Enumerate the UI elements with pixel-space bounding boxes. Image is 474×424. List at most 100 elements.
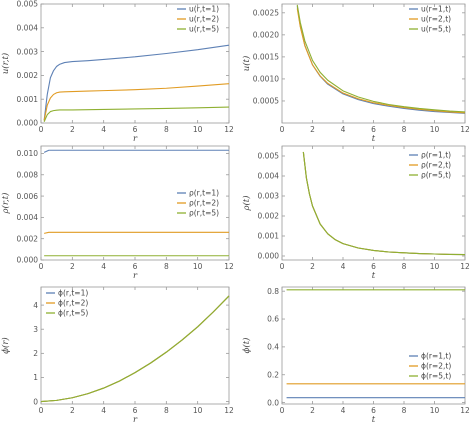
series-line-1 (43, 149, 229, 153)
x-axis-label: r (133, 271, 138, 281)
x-tick-label: 12 (224, 406, 234, 415)
y-tick-label: 0.0005 (253, 97, 279, 106)
y-tick-label: 0.0025 (253, 9, 279, 18)
x-tick-label: 4 (101, 125, 106, 134)
x-tick-label: 12 (460, 125, 470, 134)
legend-label: u(r,t=5) (189, 25, 219, 34)
y-tick-label: 0.8 (267, 287, 279, 296)
legend-label: ρ(r,t=1) (189, 189, 219, 198)
x-tick-label: 6 (133, 125, 138, 134)
y-tick-label: 0.006 (17, 192, 39, 201)
panel-phi-vs-t: 0 2 4 6 8 10 120.00.20.40.60.8tϕ(t)ϕ(r=1,t)ϕ(r… (241, 286, 470, 424)
x-tick-label: 10 (430, 406, 440, 415)
panel-rho-vs-t: 0 2 4 6 8 10 12 0.000 0.001 0.002 0.003 0.004 0.005 t… (241, 145, 470, 281)
y-tick-label: 0.005 (258, 152, 280, 161)
x-tick-label: 4 (341, 406, 346, 415)
y-tick-label: 0.001 (17, 95, 39, 104)
x-tick-label: 12 (224, 125, 234, 134)
y-tick-label: 0.000 (258, 252, 280, 261)
x-axis-label: r (133, 415, 138, 424)
y-tick-label: 0.004 (17, 213, 39, 222)
legend-label: ρ(r=2,t) (421, 161, 451, 170)
x-tick-label: 4 (101, 406, 106, 415)
y-tick-label: 0.003 (17, 47, 39, 56)
x-tick-label: 6 (133, 406, 138, 415)
y-axis-label: u(r,t) (0, 53, 11, 74)
legend-label: ρ(r=5,t) (421, 171, 451, 180)
legend: ϕ(r,t=1)ϕ(r,t=2)ϕ(r,t=5) (46, 289, 88, 318)
x-tick-label: 8 (402, 406, 407, 415)
legend-label: u(r,t=1) (189, 5, 219, 14)
y-axis-label: u(t) (241, 56, 252, 72)
y-tick-label: 0.008 (17, 170, 39, 179)
series-line-3 (40, 295, 230, 403)
x-tick-label: 0 (280, 262, 285, 271)
x-tick-label: 8 (402, 125, 407, 134)
series-line-3 (302, 151, 466, 256)
y-tick-label: 0.002 (258, 212, 280, 221)
x-tick-label: 2 (310, 262, 315, 271)
legend-label: ϕ(r=2,t) (421, 362, 451, 371)
x-tick-label: 8 (402, 262, 407, 271)
legend-label: u(r,t=2) (189, 15, 219, 24)
x-tick-label: 0 (39, 262, 44, 271)
x-tick-label: 4 (341, 262, 346, 271)
series-line-2 (43, 83, 230, 121)
x-tick-label: 6 (133, 262, 138, 271)
x-tick-label: 10 (430, 125, 440, 134)
legend: ρ(r,t=1)ρ(r,t=2)ρ(r,t=5) (177, 189, 219, 218)
y-tick-label: 0 (33, 397, 38, 406)
x-tick-label: 12 (224, 262, 234, 271)
y-tick-label: 0.002 (17, 71, 39, 80)
series-line-3 (43, 106, 230, 123)
x-tick-label: 0 (280, 406, 285, 415)
legend: ϕ(r=1,t)ϕ(r=2,t)ϕ(r=5,t) (409, 352, 451, 381)
x-tick-label: 4 (101, 262, 106, 271)
x-axis-label: t (372, 134, 376, 144)
x-tick-label: 2 (310, 406, 315, 415)
x-tick-label: 10 (193, 262, 203, 271)
legend-label: u(r=2,t) (421, 15, 451, 24)
legend-label: ϕ(r=5,t) (421, 372, 451, 381)
y-tick-label: 0.0015 (253, 53, 279, 62)
panel-u-vs-t: 0 2 4 6 8 10 12 0.0005 0.0010 0.0015 0.0020 0.0025 t… (241, 3, 470, 144)
y-axis-label: ϕ(t) (241, 338, 252, 354)
series-line-1 (43, 44, 230, 121)
x-tick-label: 2 (70, 406, 75, 415)
legend-label: ρ(r=1,t) (421, 151, 451, 160)
x-axis-label: t (372, 415, 376, 424)
x-tick-label: 10 (193, 125, 203, 134)
legend-label: ϕ(r,t=2) (58, 299, 88, 308)
x-tick-label: 2 (310, 125, 315, 134)
x-tick-label: 12 (460, 406, 470, 415)
y-tick-label: 0.4 (267, 343, 279, 352)
y-axis-label: ϕ(r) (0, 337, 11, 354)
y-tick-label: 0.000 (17, 256, 39, 265)
y-tick-label: 0.0010 (253, 75, 279, 84)
x-axis-label: t (372, 271, 376, 281)
y-tick-label: 0.001 (258, 232, 280, 241)
y-tick-label: 0.005 (17, 0, 39, 9)
panel-u-vs-r: 0 2 4 6 8 10 12 0.000 0.001 0.002 0.003 0.004 0.005 r… (0, 0, 234, 144)
plot-frame (281, 286, 466, 405)
x-tick-label: 2 (70, 125, 75, 134)
panel-phi-vs-r: 0 2 4 6 8 10 1201234rϕ(r)ϕ(r,t=1)ϕ(r,t=2)ϕ(r,t… (0, 286, 234, 424)
y-tick-label: 1 (33, 373, 38, 382)
x-tick-label: 0 (39, 406, 44, 415)
y-tick-label: 0.0020 (253, 31, 279, 40)
y-tick-label: 0.002 (17, 234, 39, 243)
x-tick-label: 8 (164, 125, 169, 134)
series-line-2 (44, 231, 229, 234)
y-tick-label: 0.000 (17, 119, 39, 128)
x-tick-label: 8 (164, 262, 169, 271)
panel-rho-vs-r: 0 2 4 6 8 10 12 0.000 0.002 0.004 0.006 0.008 0.010 r… (0, 145, 234, 281)
y-axis-label: ρ(r,t) (0, 193, 11, 215)
y-tick-label: 0.010 (17, 149, 39, 158)
x-tick-label: 12 (460, 262, 470, 271)
legend: ρ(r=1,t)ρ(r=2,t)ρ(r=5,t) (409, 151, 451, 180)
legend-label: ϕ(r=1,t) (421, 352, 451, 361)
x-tick-label: 6 (371, 406, 376, 415)
x-tick-label: 10 (430, 262, 440, 271)
x-tick-label: 6 (371, 262, 376, 271)
